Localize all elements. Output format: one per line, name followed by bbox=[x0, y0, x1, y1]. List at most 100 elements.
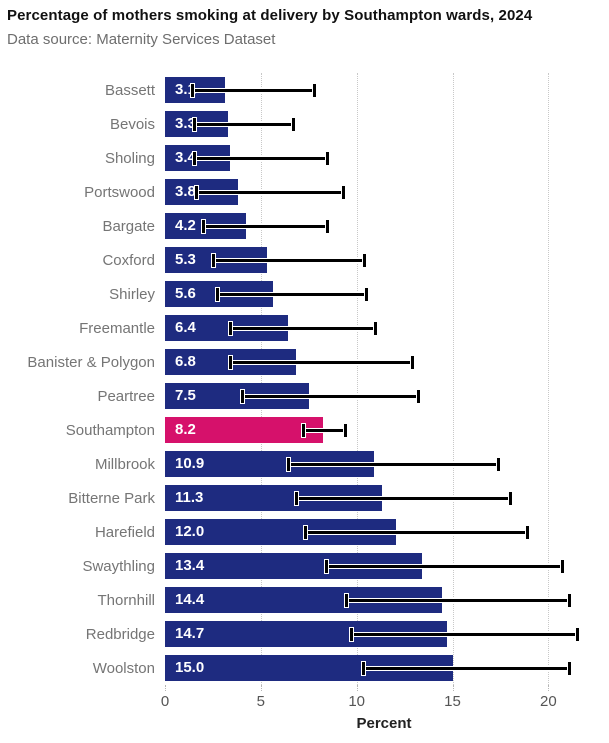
bar-track: 10.9 bbox=[165, 447, 603, 481]
error-bar-cap-right bbox=[559, 558, 565, 574]
gridline-20 bbox=[548, 73, 550, 689]
error-bar bbox=[211, 252, 367, 268]
ward-label: Sholing bbox=[104, 149, 155, 167]
bar-track: 15.0 bbox=[165, 651, 603, 685]
error-bar-cap-right bbox=[496, 456, 502, 472]
plot-area: Bassett 3.1 Bevois 3.3 Sholing 3.4 Portswood 3.… bbox=[7, 73, 603, 689]
error-bar-cap-right bbox=[325, 150, 331, 166]
bar-value-label: 5.3 bbox=[175, 251, 196, 268]
ward-label: Thornhill bbox=[97, 591, 155, 609]
error-bar bbox=[191, 150, 331, 166]
error-bar-cap-right bbox=[361, 252, 367, 268]
error-bar bbox=[239, 388, 421, 404]
error-bar-cap-left bbox=[193, 184, 199, 200]
ward-label: Bargate bbox=[102, 217, 155, 235]
error-bar-cap-left bbox=[301, 422, 307, 438]
bar-value-label: 7.5 bbox=[175, 387, 196, 404]
bar-row: Woolston 15.0 bbox=[7, 651, 603, 685]
error-bar-cap-left bbox=[214, 286, 220, 302]
x-axis-tick-label: 0 bbox=[160, 693, 170, 710]
x-axis-label: Percent bbox=[356, 715, 412, 732]
error-bar-cap-right bbox=[342, 422, 348, 438]
error-bar-line bbox=[193, 121, 294, 127]
error-bar bbox=[285, 456, 502, 472]
bar-value-label: 5.6 bbox=[175, 285, 196, 302]
ward-label: Peartree bbox=[97, 387, 155, 405]
x-axis-tick bbox=[452, 685, 454, 691]
bar-value-label: 6.4 bbox=[175, 319, 196, 336]
bar-row: Bitterne Park 11.3 bbox=[7, 481, 603, 515]
error-bar-cap-left bbox=[191, 116, 197, 132]
bar-row: Harefield 12.0 bbox=[7, 515, 603, 549]
bar-value-label: 8.2 bbox=[175, 421, 196, 438]
error-bar-cap-right bbox=[325, 218, 331, 234]
x-axis-tick-label: 15 bbox=[444, 693, 461, 710]
error-bar-cap-left bbox=[211, 252, 217, 268]
x-axis-tick bbox=[165, 685, 166, 691]
error-bar bbox=[214, 286, 369, 302]
error-bar-line bbox=[326, 563, 563, 569]
bar-row: Bargate 4.2 bbox=[7, 209, 603, 243]
error-bar-line bbox=[241, 393, 419, 399]
x-axis-tick-label: 10 bbox=[348, 693, 365, 710]
error-bar-cap-left bbox=[349, 626, 355, 642]
error-bar-cap-left bbox=[343, 592, 349, 608]
ward-label: Bevois bbox=[109, 115, 155, 133]
bar-track: 12.0 bbox=[165, 515, 603, 549]
error-bar-cap-right bbox=[409, 354, 415, 370]
bar-row: Sholing 3.4 bbox=[7, 141, 603, 175]
error-bar-cap-right bbox=[567, 660, 573, 676]
ward-label: Millbrook bbox=[94, 455, 155, 473]
error-bar-cap-right bbox=[340, 184, 346, 200]
bar-track: 3.3 bbox=[165, 107, 603, 141]
highlight-bar: 8.2 bbox=[165, 417, 323, 443]
bar-track: 14.4 bbox=[165, 583, 603, 617]
bar-value-label: 3.8 bbox=[175, 183, 196, 200]
gridline-10 bbox=[356, 73, 358, 689]
x-axis-tick-label: 20 bbox=[539, 693, 557, 710]
bar-track: 5.6 bbox=[165, 277, 603, 311]
error-bar-cap-left bbox=[293, 490, 299, 506]
bar-track: 13.4 bbox=[165, 549, 603, 583]
ward-label: Woolston bbox=[92, 659, 155, 677]
bar-track: 3.8 bbox=[165, 175, 603, 209]
error-bar-cap-right bbox=[415, 388, 421, 404]
bar-track: 11.3 bbox=[165, 481, 603, 515]
error-bar-cap-left bbox=[324, 558, 330, 574]
bar-value-label: 13.4 bbox=[175, 557, 205, 574]
error-bar-cap-left bbox=[360, 660, 366, 676]
error-bar-line bbox=[213, 257, 365, 263]
x-axis: 0 5 10 15 20 bbox=[161, 685, 602, 713]
error-bar-cap-right bbox=[290, 116, 296, 132]
error-bar-line bbox=[193, 155, 329, 161]
error-bar-line bbox=[351, 631, 578, 637]
error-bar-line bbox=[230, 359, 413, 365]
bar-row: Banister & Polygon 6.8 bbox=[7, 345, 603, 379]
ward-label: Southampton bbox=[65, 421, 155, 439]
error-bar-line bbox=[216, 291, 367, 297]
error-bar-line bbox=[295, 495, 511, 501]
error-bar bbox=[193, 184, 346, 200]
error-bar bbox=[228, 354, 415, 370]
x-axis-tick bbox=[548, 685, 550, 691]
error-bar-line bbox=[203, 223, 329, 229]
bar: 11.3 bbox=[165, 485, 383, 511]
data-source-subtitle: Data source: Maternity Services Dataset bbox=[7, 31, 276, 48]
bar-value-label: 15.0 bbox=[175, 659, 205, 676]
bar-track: 7.5 bbox=[165, 379, 603, 413]
ward-label: Harefield bbox=[94, 523, 155, 541]
bar-rows: Bassett 3.1 Bevois 3.3 Sholing 3.4 Portswood 3.… bbox=[7, 73, 603, 685]
gridline-5 bbox=[260, 73, 262, 689]
error-bar-line bbox=[191, 87, 315, 93]
error-bar-cap-right bbox=[311, 82, 317, 98]
error-bar-cap-left bbox=[191, 150, 197, 166]
error-bar bbox=[360, 660, 573, 676]
error-bar-cap-left bbox=[201, 218, 207, 234]
error-bar-line bbox=[195, 189, 344, 195]
bar-value-label: 3.4 bbox=[175, 149, 196, 166]
bar-value-label: 14.7 bbox=[175, 625, 205, 642]
error-bar-cap-left bbox=[239, 388, 245, 404]
bar-value-label: 12.0 bbox=[175, 523, 205, 540]
error-bar bbox=[293, 490, 513, 506]
